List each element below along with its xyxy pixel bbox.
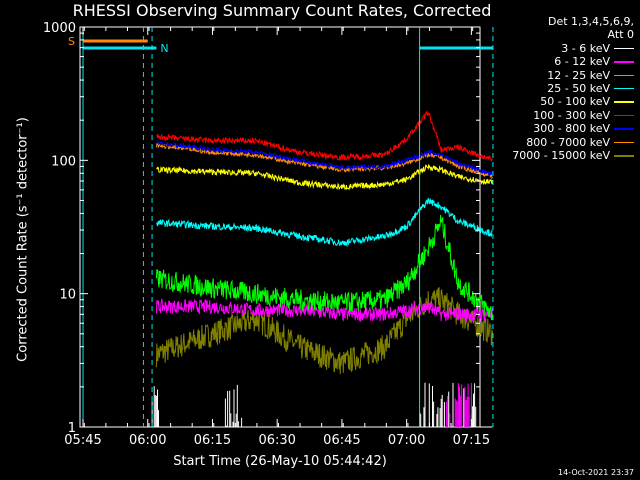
flag-layer: SN xyxy=(68,35,493,55)
legend-entry: 100 - 300 keV xyxy=(484,109,634,122)
legend-entry: 300 - 800 keV xyxy=(484,122,634,135)
y-tick-label: 10 xyxy=(59,288,76,303)
chart-title: RHESSI Observing Summary Count Rates, Co… xyxy=(72,1,492,20)
legend-entry: 7000 - 15000 keV xyxy=(484,149,634,162)
series-line xyxy=(155,110,493,162)
legend-header-attenuator: Att 0 xyxy=(607,28,634,42)
x-axis-title: Start Time (26-May-10 05:44:42) xyxy=(173,454,387,469)
legend-entry-label: 7000 - 15000 keV xyxy=(512,149,610,163)
series-line xyxy=(155,287,493,375)
series-line xyxy=(155,214,493,321)
series-line xyxy=(156,197,493,248)
legend-entry-swatch xyxy=(614,128,634,130)
y-tick-label: 100 xyxy=(51,154,76,169)
legend-entry: 25 - 50 keV xyxy=(484,82,634,95)
legend-entry-swatch xyxy=(614,47,634,50)
legend-entry-label: 300 - 800 keV xyxy=(533,122,610,136)
legend-entry-swatch xyxy=(614,155,634,157)
x-tick-label: 07:00 xyxy=(388,433,425,448)
legend-entries: 3 - 6 keV 6 - 12 keV 12 - 25 keV 25 - 50 ke… xyxy=(484,42,634,163)
legend: Det 1,3,4,5,6,9, Att 0 3 - 6 keV 6 - 12 k… xyxy=(484,15,634,162)
y-tick-label: 1000 xyxy=(43,21,76,36)
legend-entry-swatch xyxy=(614,74,634,77)
x-tick-label: 06:00 xyxy=(129,433,166,448)
x-tick-label: 05:45 xyxy=(64,433,101,448)
y-axis-title: Corrected Count Rate (s⁻¹ detector⁻¹) xyxy=(15,117,31,362)
series-line xyxy=(155,142,493,180)
axis-layer: 1 10 100 1000 05:45 06:00 06:15 06:30 06:45 07:00… xyxy=(43,21,490,448)
legend-entry-swatch xyxy=(614,141,634,144)
flag-label: S xyxy=(68,35,75,48)
series-layer xyxy=(151,110,493,428)
x-tick-label: 06:15 xyxy=(194,433,231,448)
legend-entry-label: 3 - 6 keV xyxy=(561,41,610,55)
generation-timestamp: 14-Oct-2021 23:37 xyxy=(558,468,634,477)
x-tick-label: 06:30 xyxy=(258,433,295,448)
series-line xyxy=(155,298,493,323)
flag-label: N xyxy=(160,42,168,55)
legend-entry: 12 - 25 keV xyxy=(484,69,634,82)
legend-entry: 50 - 100 keV xyxy=(484,95,634,108)
legend-entry-label: 50 - 100 keV xyxy=(540,95,610,109)
vline-layer xyxy=(82,27,494,427)
legend-entry: 3 - 6 keV xyxy=(484,42,634,55)
legend-entry-swatch xyxy=(614,114,634,117)
legend-entry-swatch xyxy=(614,87,634,90)
x-tick-label: 07:15 xyxy=(453,433,490,448)
legend-entry-label: 100 - 300 keV xyxy=(533,108,610,122)
legend-header-detectors: Det 1,3,4,5,6,9, xyxy=(547,15,634,28)
series-line xyxy=(156,140,493,176)
legend-entry-label: 12 - 25 keV xyxy=(547,68,610,82)
legend-entry-swatch xyxy=(614,61,634,63)
legend-entry: 6 - 12 keV xyxy=(484,55,634,68)
legend-entry: 800 - 7000 keV xyxy=(484,136,634,149)
series-line xyxy=(156,164,493,191)
legend-entry-swatch xyxy=(614,101,634,103)
legend-entry-label: 800 - 7000 keV xyxy=(526,135,610,149)
y-tick-label: 1 xyxy=(68,421,76,436)
legend-entry-label: 25 - 50 keV xyxy=(547,82,610,96)
x-tick-label: 06:45 xyxy=(323,433,360,448)
legend-entry-label: 6 - 12 keV xyxy=(554,55,610,69)
